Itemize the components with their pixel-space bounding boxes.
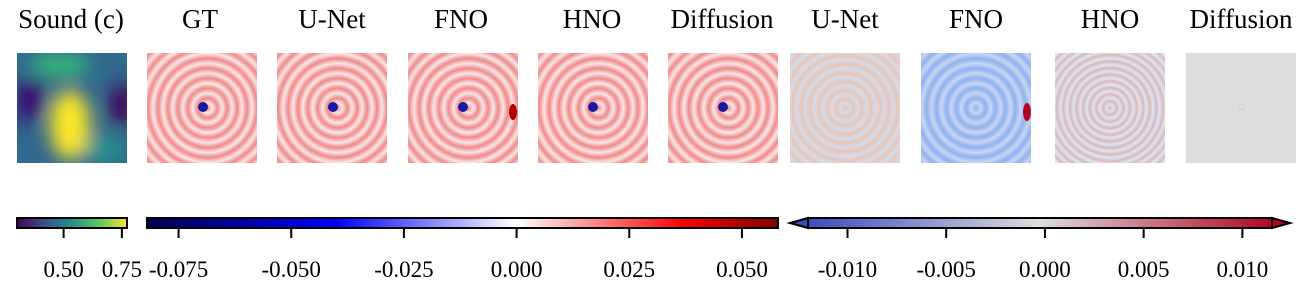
tick-label: -0.005: [917, 257, 976, 282]
panel-title: U-Net: [298, 4, 366, 34]
tick-label: 0.010: [1217, 257, 1269, 282]
panel-title: Diffusion: [670, 4, 774, 34]
tick-label: 0.000: [1019, 257, 1071, 282]
panel-title: FNO: [434, 4, 488, 34]
tick-label: 0.050: [716, 257, 768, 282]
tick-label: -0.025: [374, 257, 433, 282]
colorbar-extend: [786, 216, 809, 230]
sound-field: [17, 53, 127, 163]
tick-label: 0.75: [102, 257, 142, 282]
panel-title: FNO: [949, 4, 1003, 34]
panel-title: Diffusion: [1189, 4, 1293, 34]
tick-label: -0.050: [262, 257, 321, 282]
diff-panels: [790, 53, 1296, 163]
colorbar: [16, 217, 128, 229]
tick-label: 0.025: [603, 257, 655, 282]
panel-title: U-Net: [811, 4, 879, 34]
tick-label: -0.010: [818, 257, 877, 282]
colorbar: [146, 217, 779, 229]
colorbar: [807, 217, 1273, 229]
panel-title: GT: [182, 4, 218, 34]
colorbar-extend: [1271, 216, 1294, 230]
wave-panels: [147, 53, 778, 163]
tick-label: 0.50: [43, 257, 83, 282]
panel-title: HNO: [1081, 4, 1140, 34]
panel-title: Sound (c): [18, 4, 124, 34]
tick-label: 0.005: [1118, 257, 1170, 282]
panel-title: HNO: [563, 4, 622, 34]
tick-label: 0.000: [491, 257, 543, 282]
tick-label: -0.075: [149, 257, 208, 282]
